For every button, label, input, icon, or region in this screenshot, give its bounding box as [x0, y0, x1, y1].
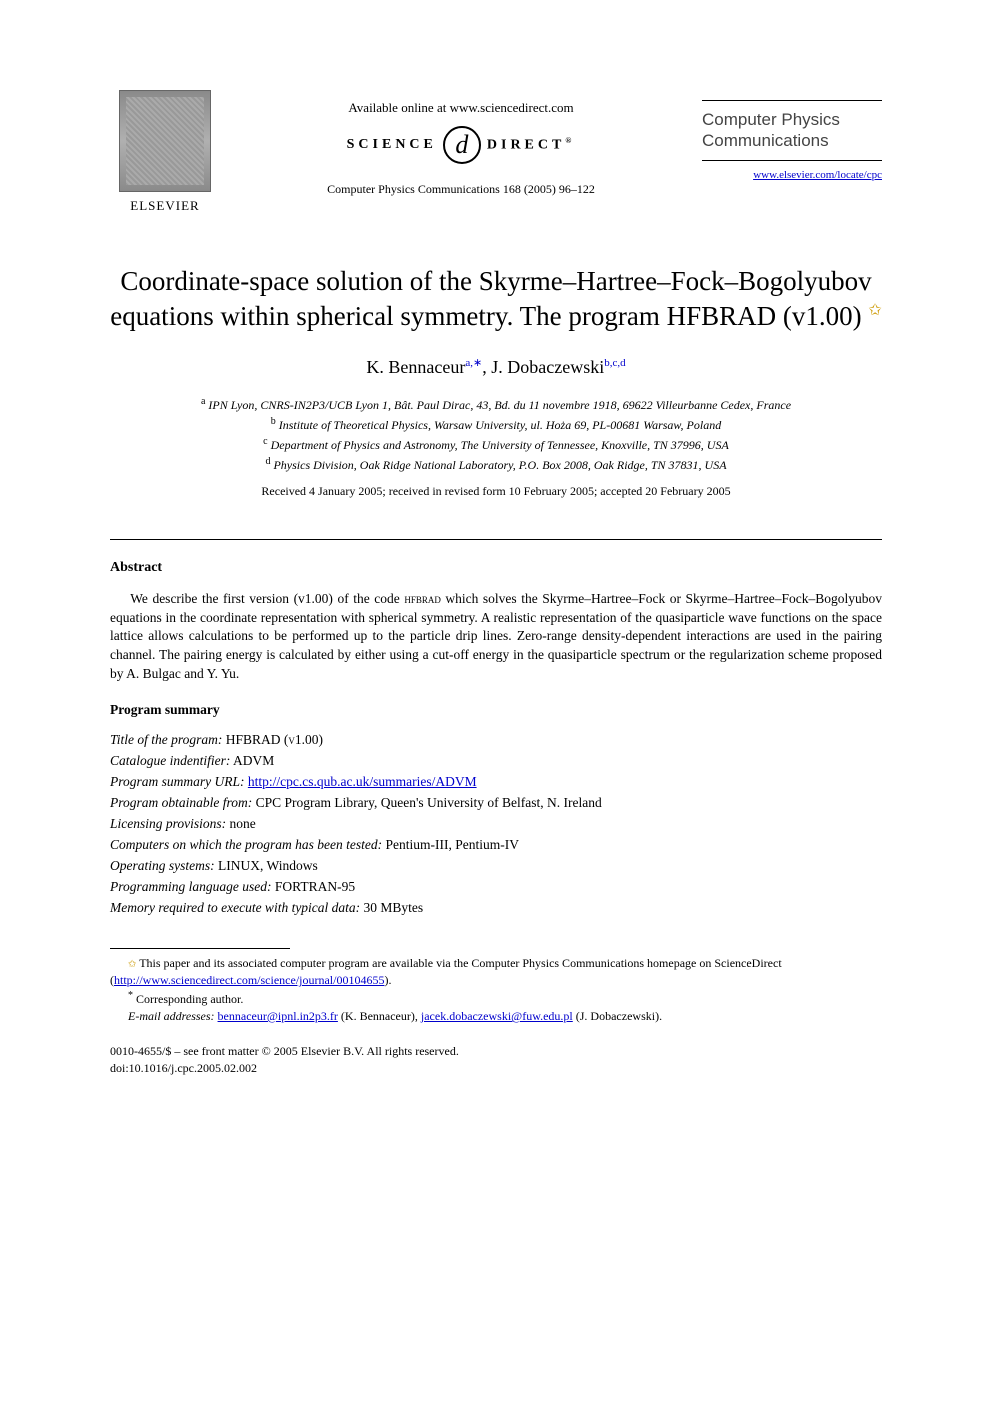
footnote-1-link[interactable]: http://www.sciencedirect.com/science/jou…: [114, 973, 384, 987]
footnote-3: E-mail addresses: bennaceur@ipnl.in2p3.f…: [110, 1008, 882, 1025]
email-2-link[interactable]: jacek.dobaczewski@fuw.edu.pl: [421, 1009, 573, 1023]
summary-obtainable: Program obtainable from: CPC Program Lib…: [110, 793, 882, 814]
affil-a: a IPN Lyon, CNRS-IN2P3/UCB Lyon 1, Bât. …: [110, 394, 882, 414]
abstract-heading: Abstract: [110, 560, 882, 576]
page-container: ELSEVIER Available online at www.science…: [0, 0, 992, 1136]
title-footnote-star: ✩: [868, 302, 881, 319]
title-text: Coordinate-space solution of the Skyrme–…: [110, 266, 871, 331]
author-1-name: K. Bennaceur: [366, 357, 465, 377]
summary-memory: Memory required to execute with typical …: [110, 898, 882, 919]
summary-language: Programming language used: FORTRAN-95: [110, 877, 882, 898]
code-name: hfbrad: [404, 591, 441, 606]
right-header: Computer Physics Communications www.else…: [702, 90, 882, 181]
journal-reference: Computer Physics Communications 168 (200…: [327, 182, 595, 197]
corresponding-star: *: [128, 990, 133, 1001]
summary-catalogue: Catalogue indentifier: ADVM: [110, 751, 882, 772]
summary-url: Program summary URL: http://cpc.cs.qub.a…: [110, 772, 882, 793]
summary-licensing: Licensing provisions: none: [110, 814, 882, 835]
footnote-star-icon: ✩: [128, 959, 136, 970]
elsevier-tree-logo: [119, 90, 211, 192]
sd-right-text: DIRECT®: [487, 136, 575, 154]
affil-b: b Institute of Theoretical Physics, Wars…: [110, 414, 882, 434]
publisher-block: ELSEVIER: [110, 90, 220, 214]
journal-url: www.elsevier.com/locate/cpc: [702, 169, 882, 181]
affil-d: d Physics Division, Oak Ridge National L…: [110, 454, 882, 474]
journal-link[interactable]: www.elsevier.com/locate/cpc: [753, 169, 882, 181]
copyright-line-1: 0010-4655/$ – see front matter © 2005 El…: [110, 1043, 882, 1060]
footnote-1: ✩ This paper and its associated computer…: [110, 955, 882, 989]
affil-c: c Department of Physics and Astronomy, T…: [110, 434, 882, 454]
article-dates: Received 4 January 2005; received in rev…: [110, 484, 882, 499]
science-direct-logo: SCIENCE d DIRECT®: [347, 126, 576, 164]
sd-left-text: SCIENCE: [347, 137, 437, 153]
summary-os: Operating systems: LINUX, Windows: [110, 856, 882, 877]
summary-computers: Computers on which the program has been …: [110, 835, 882, 856]
program-summary-heading: Program summary: [110, 702, 882, 718]
abstract-divider: [110, 539, 882, 540]
authors-line: K. Bennaceura,∗, J. Dobaczewskib,c,d: [110, 356, 882, 378]
right-header-rule-bottom: [702, 160, 882, 161]
email-1-link[interactable]: bennaceur@ipnl.in2p3.fr: [218, 1009, 338, 1023]
program-summary-list: Title of the program: HFBRAD (v1.00) Cat…: [110, 730, 882, 918]
sd-d-icon: d: [443, 126, 481, 164]
header-row: ELSEVIER Available online at www.science…: [110, 90, 882, 214]
author-sep: ,: [482, 357, 491, 377]
affiliations: a IPN Lyon, CNRS-IN2P3/UCB Lyon 1, Bât. …: [110, 394, 882, 474]
center-header: Available online at www.sciencedirect.co…: [220, 90, 702, 197]
footnote-rule: [110, 948, 290, 949]
journal-name: Computer Physics Communications: [702, 109, 882, 152]
author-2-affil: b,c,d: [604, 357, 625, 369]
copyright-block: 0010-4655/$ – see front matter © 2005 El…: [110, 1043, 882, 1077]
doi-line: doi:10.1016/j.cpc.2005.02.002: [110, 1060, 882, 1077]
author-2-name: J. Dobaczewski: [491, 357, 604, 377]
available-online-text: Available online at www.sciencedirect.co…: [348, 100, 573, 116]
summary-title: Title of the program: HFBRAD (v1.00): [110, 730, 882, 751]
author-1-affil: a,∗: [465, 357, 482, 369]
publisher-name: ELSEVIER: [130, 198, 199, 214]
summary-url-link[interactable]: http://cpc.cs.qub.ac.uk/summaries/ADVM: [248, 774, 477, 789]
right-header-rule-top: [702, 100, 882, 101]
footnotes: ✩ This paper and its associated computer…: [110, 948, 882, 1024]
footnote-2: * Corresponding author.: [110, 989, 882, 1008]
abstract-text: We describe the first version (v1.00) of…: [110, 590, 882, 684]
article-title: Coordinate-space solution of the Skyrme–…: [110, 264, 882, 334]
